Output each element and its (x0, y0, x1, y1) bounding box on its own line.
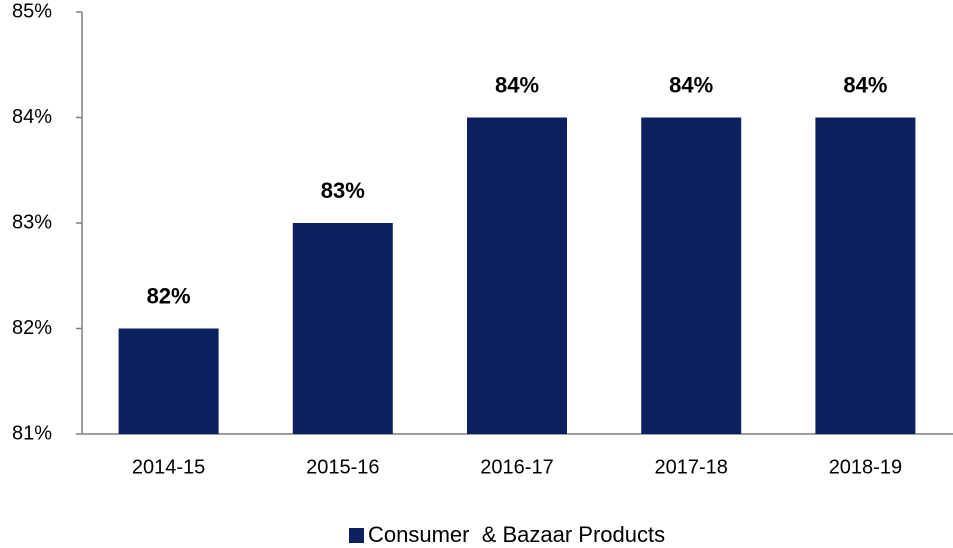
data-label: 84% (669, 72, 713, 97)
bar (118, 328, 219, 434)
bar (292, 223, 393, 434)
data-label: 84% (495, 72, 539, 97)
legend-swatch (349, 528, 364, 543)
data-label: 84% (843, 72, 887, 97)
x-tick-label: 2016-17 (480, 456, 553, 478)
x-tick-label: 2018-19 (829, 456, 902, 478)
x-tick-label: 2017-18 (654, 456, 727, 478)
data-label: 82% (147, 283, 191, 308)
bar (467, 117, 567, 434)
y-tick-label: 85% (12, 0, 52, 22)
y-tick-label: 83% (12, 211, 52, 233)
bar (815, 117, 916, 434)
bar (641, 117, 742, 434)
y-tick-label: 81% (12, 422, 52, 444)
data-label: 83% (321, 178, 365, 203)
y-tick-label: 82% (12, 317, 52, 339)
legend-label: Consumer & Bazaar Products (368, 522, 665, 547)
x-tick-label: 2015-16 (306, 456, 379, 478)
y-tick-label: 84% (12, 106, 52, 128)
x-tick-label: 2014-15 (132, 456, 205, 478)
